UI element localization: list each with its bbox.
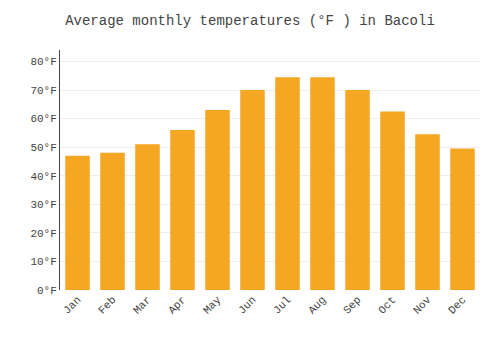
svg-text:Jul: Jul	[271, 294, 293, 316]
svg-text:May: May	[201, 294, 224, 317]
svg-text:0°F: 0°F	[37, 285, 57, 297]
svg-text:Jan: Jan	[61, 294, 83, 316]
svg-text:70°F: 70°F	[30, 85, 56, 97]
svg-text:Feb: Feb	[96, 294, 118, 316]
svg-text:30°F: 30°F	[30, 199, 56, 211]
svg-text:10°F: 10°F	[30, 256, 56, 268]
svg-text:Apr: Apr	[166, 294, 188, 316]
svg-text:Aug: Aug	[306, 294, 328, 316]
svg-text:60°F: 60°F	[30, 113, 56, 125]
svg-text:Jun: Jun	[236, 294, 258, 316]
svg-text:80°F: 80°F	[30, 56, 56, 68]
svg-text:Average monthly temperatures (: Average monthly temperatures (°F ) in Ba…	[65, 13, 435, 29]
svg-text:20°F: 20°F	[30, 228, 56, 240]
svg-text:Nov: Nov	[411, 294, 434, 317]
svg-text:40°F: 40°F	[30, 171, 56, 183]
svg-text:50°F: 50°F	[30, 142, 56, 154]
svg-text:Oct: Oct	[376, 294, 398, 316]
svg-text:Dec: Dec	[446, 294, 468, 316]
svg-text:Sep: Sep	[341, 294, 363, 316]
svg-text:Mar: Mar	[131, 294, 153, 316]
